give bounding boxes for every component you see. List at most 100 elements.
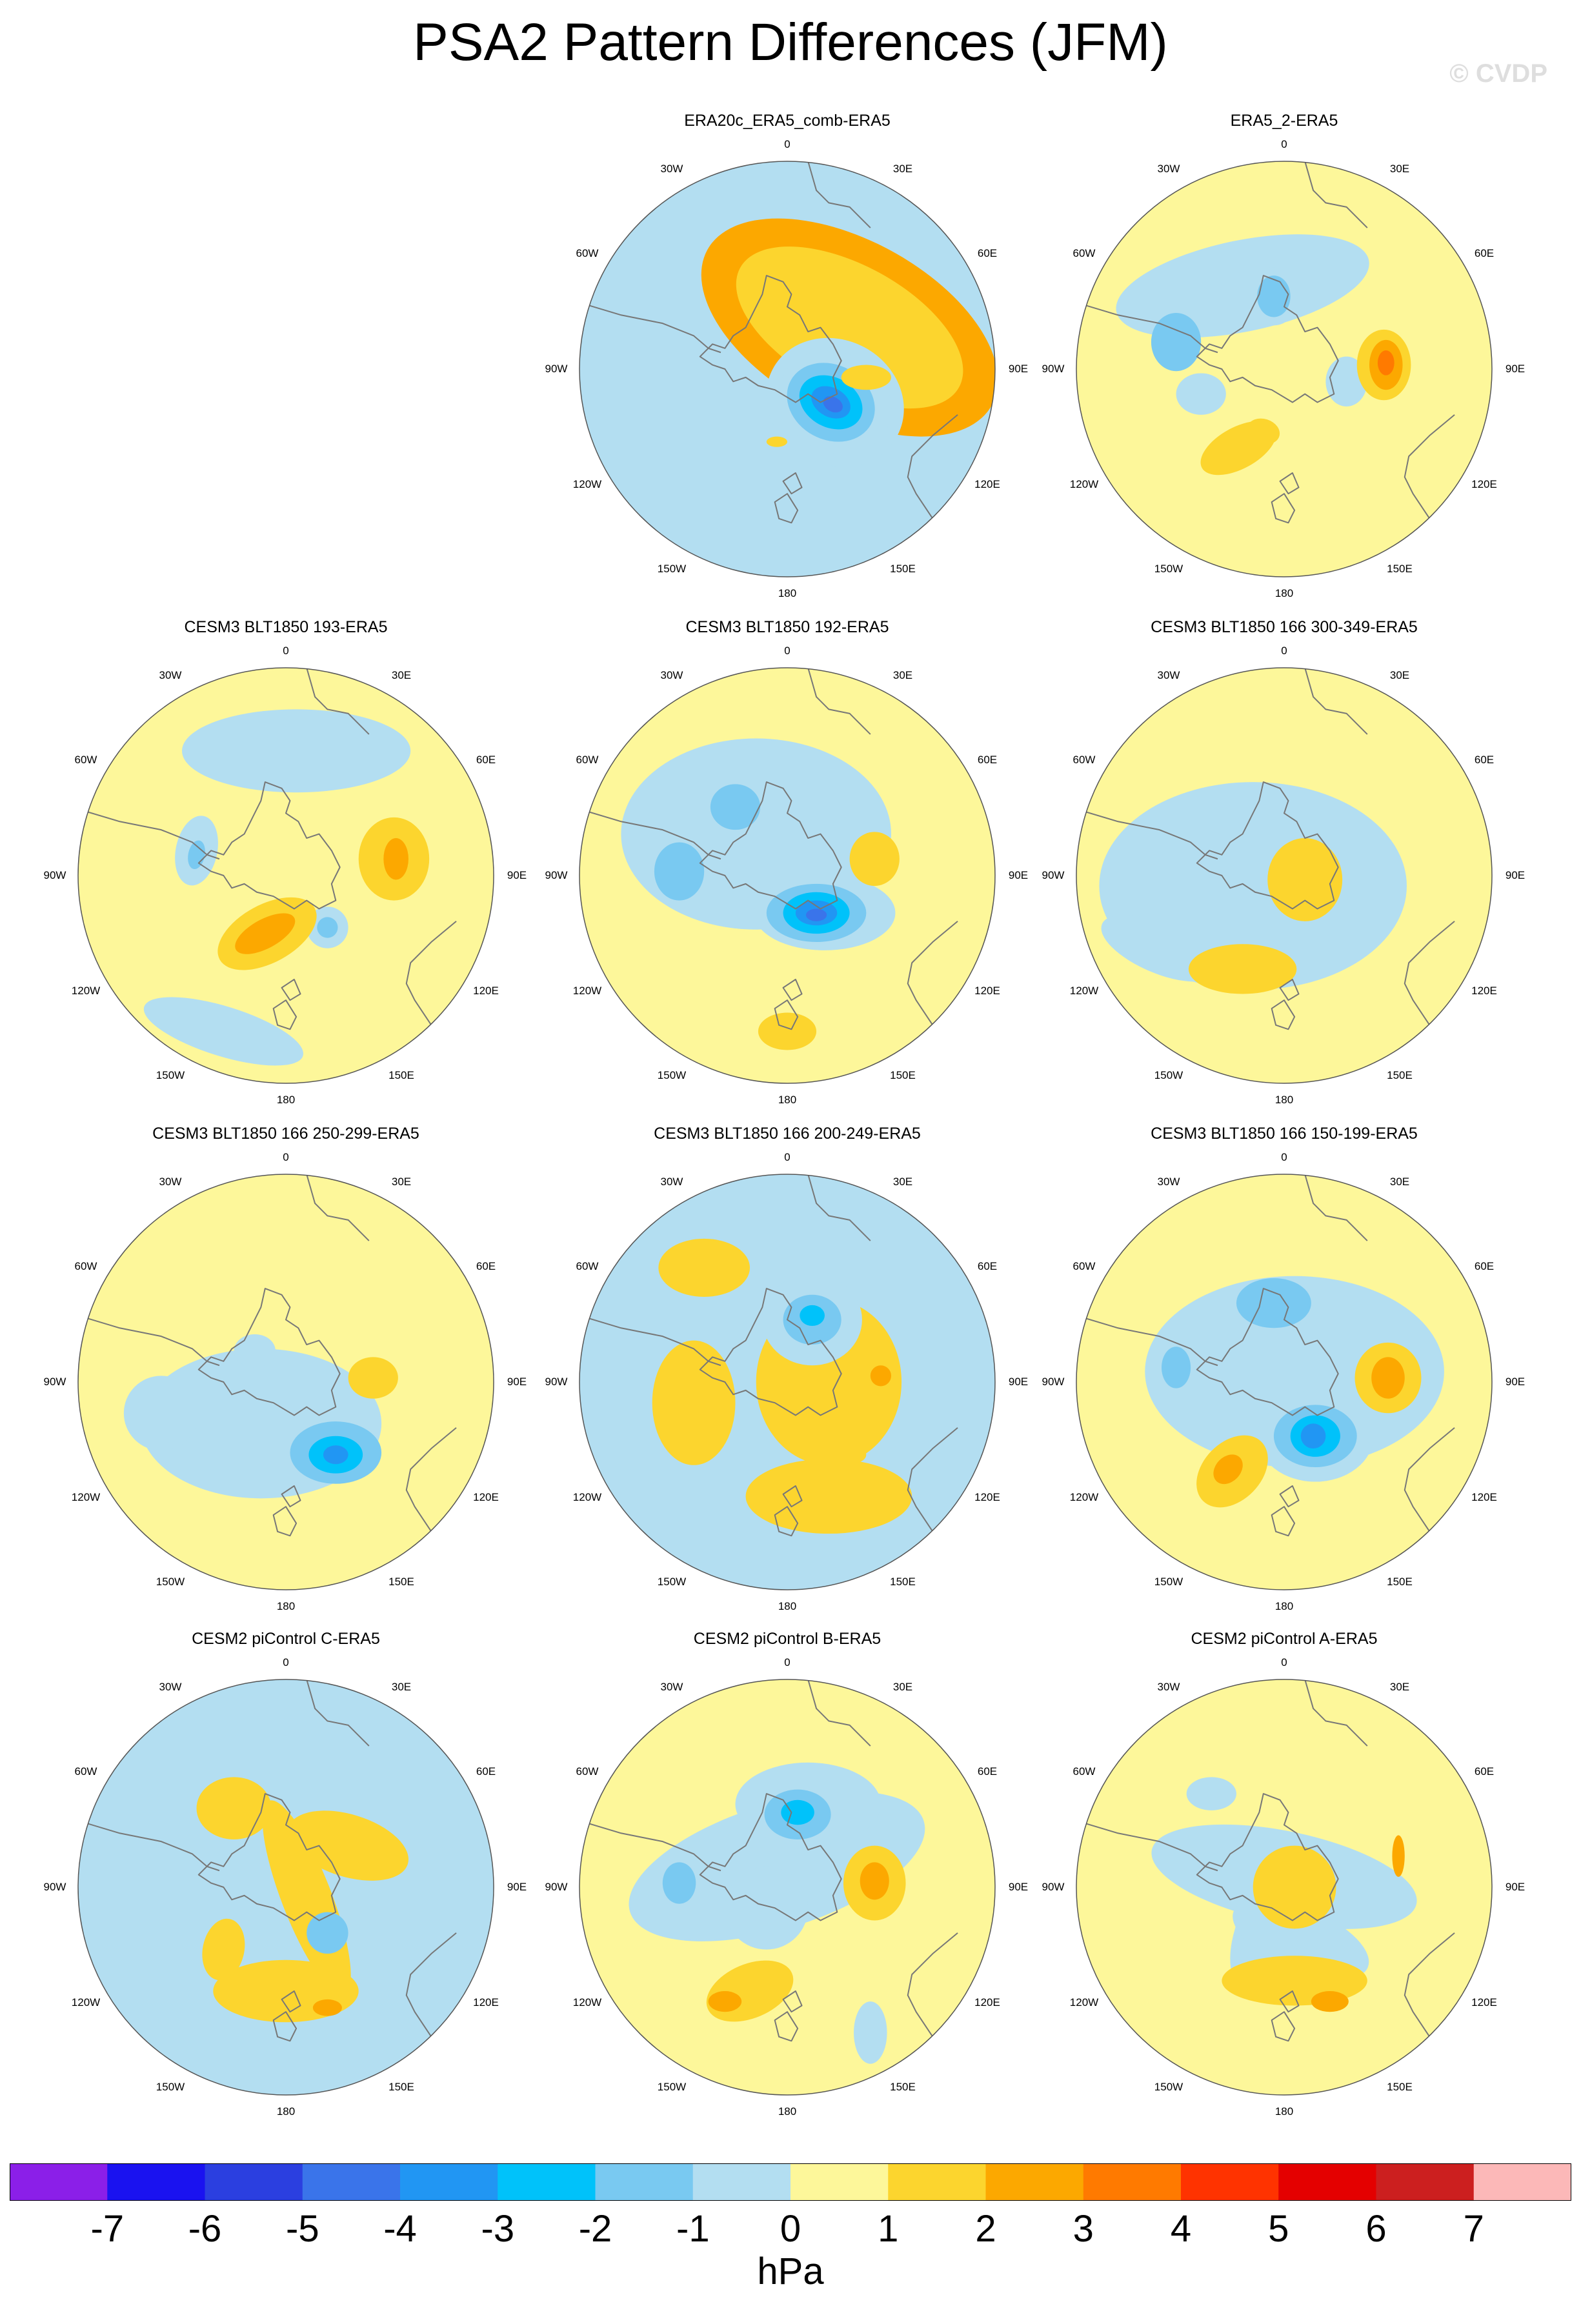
positive-anomaly-contour bbox=[708, 1991, 742, 2012]
longitude-label: 150E bbox=[1387, 1069, 1413, 1081]
coastlines bbox=[1076, 1174, 1455, 1536]
longitude-label: 60W bbox=[1072, 754, 1096, 766]
longitude-label: 120E bbox=[473, 1491, 499, 1503]
longitude-label: 150W bbox=[657, 2081, 687, 2093]
positive-anomaly-contour bbox=[745, 1459, 912, 1534]
longitude-label: 60W bbox=[74, 754, 97, 766]
longitude-label: 90E bbox=[1505, 363, 1526, 375]
map-boundary bbox=[579, 1679, 996, 2096]
longitude-label: 150E bbox=[890, 2081, 916, 2093]
longitude-label: 150E bbox=[890, 1576, 916, 1588]
negative-anomaly-contour bbox=[725, 1866, 809, 1950]
positive-anomaly-contour bbox=[1188, 944, 1297, 994]
positive-anomaly-contour bbox=[841, 1446, 867, 1463]
longitude-label: 180 bbox=[1274, 587, 1294, 599]
longitude-label: 60E bbox=[977, 247, 998, 259]
colorbar-tick: -6 bbox=[188, 2208, 222, 2250]
colorbar-tick: -2 bbox=[578, 2208, 612, 2250]
longitude-label: 150E bbox=[1387, 1576, 1413, 1588]
longitude-label: 60E bbox=[1474, 754, 1495, 766]
panel-title: CESM3 BLT1850 166 200-249-ERA5 bbox=[654, 1125, 921, 1143]
negative-anomaly-contour bbox=[1236, 1278, 1311, 1328]
longitude-label: 90E bbox=[1505, 1376, 1526, 1388]
longitude-label: 150E bbox=[388, 2081, 414, 2093]
negative-anomaly-contour bbox=[317, 917, 338, 938]
longitude-label: 30W bbox=[159, 669, 182, 681]
longitude-label: 90E bbox=[1505, 1881, 1526, 1893]
positive-anomaly-contour bbox=[1311, 1991, 1349, 2012]
longitude-label: 0 bbox=[1281, 1151, 1287, 1163]
longitude-label: 150W bbox=[1154, 2081, 1183, 2093]
coastlines bbox=[78, 1679, 456, 2041]
colorbar-bin bbox=[790, 2163, 889, 2201]
longitude-label: 150E bbox=[890, 563, 916, 575]
colorbar-bin bbox=[205, 2163, 303, 2201]
panel-title: CESM3 BLT1850 192-ERA5 bbox=[685, 618, 889, 636]
colorbar-bin bbox=[888, 2163, 986, 2201]
colorbar-bin bbox=[107, 2163, 205, 2201]
map-background-field bbox=[1076, 161, 1492, 577]
colorbar-bin bbox=[595, 2163, 694, 2201]
watermark: © CVDP bbox=[1449, 59, 1547, 88]
longitude-label: 120E bbox=[1471, 1996, 1497, 2008]
negative-anomaly-contour bbox=[323, 1445, 348, 1465]
positive-anomaly-contour bbox=[766, 436, 787, 447]
longitude-label: 30E bbox=[1389, 669, 1410, 681]
panel-title: CESM2 piControl A-ERA5 bbox=[1191, 1630, 1378, 1648]
negative-anomaly-contour bbox=[1151, 313, 1202, 372]
coastlines bbox=[1076, 161, 1455, 523]
longitude-label: 30W bbox=[660, 669, 683, 681]
longitude-label: 0 bbox=[1281, 645, 1287, 657]
longitude-label: 30E bbox=[391, 1176, 412, 1188]
panel-title: CESM3 BLT1850 166 250-299-ERA5 bbox=[152, 1125, 419, 1143]
map-boundary bbox=[77, 667, 494, 1084]
longitude-label: 90E bbox=[1008, 869, 1029, 881]
colorbar-tick: 2 bbox=[975, 2208, 996, 2250]
map-boundary bbox=[1076, 161, 1493, 577]
colorbar-bin bbox=[1473, 2163, 1571, 2201]
longitude-label: 120E bbox=[974, 985, 1000, 997]
longitude-label: 120W bbox=[1069, 985, 1099, 997]
longitude-label: 180 bbox=[276, 1094, 296, 1106]
panel-title: ERA20c_ERA5_comb-ERA5 bbox=[684, 112, 891, 130]
longitude-label: 180 bbox=[1274, 2105, 1294, 2118]
longitude-label: 30E bbox=[391, 669, 412, 681]
longitude-label: 60E bbox=[1474, 1765, 1495, 1778]
negative-anomaly-contour bbox=[1325, 356, 1367, 406]
longitude-label: 60W bbox=[1072, 1765, 1096, 1778]
longitude-label: 90E bbox=[507, 1881, 527, 1893]
longitude-label: 90W bbox=[1042, 869, 1065, 881]
panel-title: CESM3 BLT1850 166 300-349-ERA5 bbox=[1151, 618, 1418, 636]
map-boundary bbox=[77, 1174, 494, 1590]
colorbar-tick: 1 bbox=[878, 2208, 899, 2250]
colorbar-bin bbox=[1376, 2163, 1475, 2201]
longitude-label: 150W bbox=[657, 563, 687, 575]
panel-title: ERA5_2-ERA5 bbox=[1230, 112, 1338, 130]
polar-map bbox=[579, 667, 996, 1084]
longitude-label: 60W bbox=[1072, 247, 1096, 259]
longitude-label: 60E bbox=[476, 754, 496, 766]
longitude-label: 90W bbox=[43, 869, 66, 881]
polar-map bbox=[579, 161, 996, 577]
longitude-label: 150E bbox=[1387, 563, 1413, 575]
negative-anomaly-contour bbox=[307, 1912, 348, 1954]
longitude-label: 60W bbox=[74, 1260, 97, 1272]
longitude-label: 120W bbox=[1069, 478, 1099, 490]
longitude-label: 60W bbox=[576, 1260, 599, 1272]
longitude-label: 90E bbox=[1008, 1881, 1029, 1893]
negative-anomaly-contour bbox=[1162, 1347, 1191, 1388]
positive-anomaly-contour bbox=[1213, 1454, 1243, 1485]
colorbar-units-label: hPa bbox=[757, 2250, 824, 2292]
longitude-label: 30W bbox=[159, 1176, 182, 1188]
longitude-label: 120W bbox=[572, 1491, 602, 1503]
longitude-label: 180 bbox=[1274, 1094, 1294, 1106]
longitude-label: 30W bbox=[1157, 163, 1180, 175]
longitude-label: 60E bbox=[1474, 1260, 1495, 1272]
longitude-label: 90W bbox=[545, 363, 568, 375]
longitude-label: 30W bbox=[1157, 669, 1180, 681]
map-boundary bbox=[77, 1679, 494, 2096]
positive-anomaly-contour bbox=[652, 1340, 736, 1465]
longitude-label: 150W bbox=[156, 1576, 185, 1588]
longitude-label: 180 bbox=[778, 587, 797, 599]
negative-anomaly-contour bbox=[143, 997, 303, 1066]
